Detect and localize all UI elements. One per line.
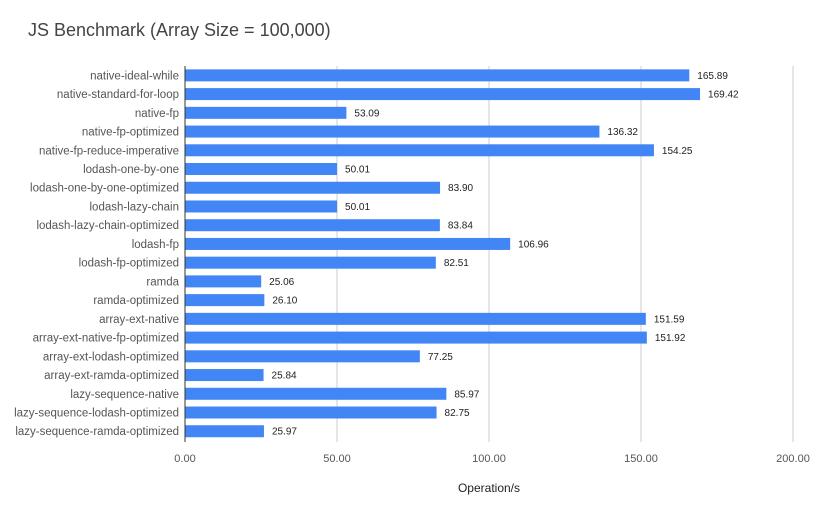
category-label: native-fp [135,108,179,120]
bar [185,163,338,176]
bar [185,387,447,400]
category-label: native-fp-optimized [82,127,179,139]
bar [185,406,437,419]
category-labels: native-ideal-while native-standard-for-lo… [14,70,180,438]
bar [185,425,264,438]
data-label: 106.96 [518,239,549,250]
bar [185,106,347,119]
data-label: 25.84 [272,371,297,382]
bar [185,125,600,138]
category-label: lodash-lazy-chain [90,201,180,213]
chart-title: JS Benchmark (Array Size = 100,000) [28,20,331,40]
x-tick-label: 100.00 [472,453,506,465]
data-label: 53.09 [354,108,379,119]
data-labels: 165.89 169.42 53.09 136.32 154.25 50.01 83.90 5… [269,71,739,438]
bar [185,312,646,325]
data-label: 83.84 [448,221,473,232]
category-label: ramda [146,276,179,288]
x-tick-label: 50.00 [323,453,351,465]
gridlines [336,66,794,442]
bar [185,331,647,344]
category-label: array-ext-native-fp-optimized [33,333,179,345]
data-label: 83.90 [448,183,473,194]
data-label: 151.92 [655,333,686,344]
bar [185,144,654,157]
x-tick-label: 200.00 [776,453,810,465]
data-label: 136.32 [607,127,638,138]
data-label: 26.10 [272,296,297,307]
category-label: array-ext-ramda-optimized [44,370,179,382]
category-label: lodash-one-by-one-optimized [30,183,179,195]
data-label: 25.06 [269,277,294,288]
category-label: lazy-sequence-ramda-optimized [15,426,179,438]
x-tick-labels: 0.00 50.00 100.00 150.00 200.00 [174,453,810,465]
bar [185,200,338,213]
data-label: 151.59 [654,314,685,325]
data-label: 165.89 [697,71,728,82]
data-label: 82.75 [445,408,470,419]
category-label: lazy-sequence-lodash-optimized [14,408,179,420]
bar [185,275,262,288]
data-label: 50.01 [345,202,370,213]
category-label: array-ext-native [99,314,179,326]
data-label: 85.97 [454,389,479,400]
category-label: array-ext-lodash-optimized [43,351,179,363]
category-label: lodash-fp [132,239,179,251]
category-label: native-standard-for-loop [57,89,179,101]
data-label: 169.42 [708,90,739,101]
x-tick-label: 150.00 [624,453,658,465]
data-label: 82.51 [444,258,469,269]
category-label: native-fp-reduce-imperative [39,145,179,157]
category-label: native-ideal-while [90,70,179,82]
bar [185,69,690,82]
data-label: 25.97 [272,427,297,438]
bar [185,237,511,250]
data-label: 154.25 [662,146,693,157]
category-label: lodash-fp-optimized [79,258,179,270]
x-tick-label: 0.00 [174,453,195,465]
bar [185,350,420,363]
data-label: 50.01 [345,165,370,176]
bar [185,256,436,269]
category-label: ramda-optimized [93,295,179,307]
bar [185,294,265,307]
bar [185,88,701,101]
x-axis-title: Operation/s [458,481,520,495]
bar [185,369,264,382]
category-label: lodash-one-by-one [83,164,179,176]
category-label: lodash-lazy-chain-optimized [36,220,179,232]
bar [185,219,440,232]
category-label: lazy-sequence-native [70,389,179,401]
bars [185,69,701,438]
data-label: 77.25 [428,352,453,363]
bar [185,181,441,194]
